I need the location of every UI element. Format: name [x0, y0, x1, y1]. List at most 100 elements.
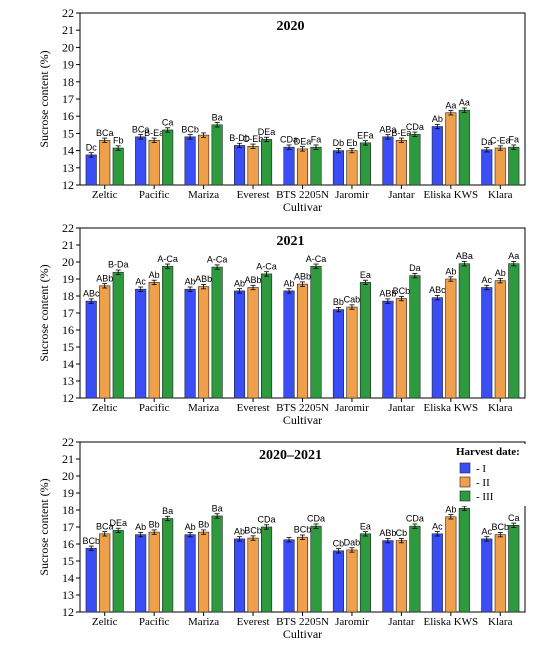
data-label: Aa: [445, 100, 456, 110]
bar-series-II: [99, 139, 111, 186]
data-label: Ab: [445, 504, 456, 514]
data-label: Cb: [396, 528, 408, 538]
legend-swatch: [459, 462, 471, 474]
bar-series-III: [409, 525, 421, 613]
bar-series-III: [211, 124, 223, 186]
data-label: BCb: [181, 124, 199, 134]
data-label: DEa: [258, 127, 276, 137]
data-label: CDa: [406, 122, 424, 132]
data-label: BCa: [96, 521, 114, 531]
data-label: ABb: [379, 528, 396, 538]
y-tick-label: 16: [62, 109, 74, 123]
data-label: Dc: [86, 142, 97, 152]
bar-series-III: [112, 271, 124, 399]
data-label: BCb: [393, 286, 411, 296]
data-label: BCa: [96, 128, 114, 138]
x-tick-label: Jantar: [388, 402, 415, 414]
y-tick-label: 20: [62, 40, 74, 54]
data-label: B-Ea: [144, 128, 164, 138]
data-label: Ab: [234, 278, 245, 288]
y-tick-label: 21: [62, 452, 74, 466]
data-label: Ba: [212, 503, 223, 513]
bar-series-II: [296, 148, 309, 186]
bar-series-II: [346, 150, 358, 186]
legend-title: Harvest date:: [456, 446, 520, 458]
bar-series-II: [99, 285, 111, 399]
data-label: B-Da: [108, 260, 129, 270]
bar-series-II: [346, 306, 358, 399]
data-label: B-Db: [229, 133, 250, 143]
bar-series-II: [395, 298, 407, 399]
bar-series-II: [148, 531, 160, 613]
chart-panel-3: 12 13 14 15 16 17 18 19 20 21 22 Sucrose content (%…: [37, 435, 526, 641]
y-tick-label: 12: [62, 391, 74, 405]
bar-series-I: [431, 533, 443, 613]
y-tick-label: 13: [62, 374, 74, 388]
y-tick-label: 14: [62, 571, 74, 585]
data-label: Ea: [360, 270, 371, 280]
x-tick-label: Jantar: [388, 189, 415, 201]
bar-series-III: [211, 266, 223, 399]
bar-series-III: [112, 147, 124, 186]
bar-series-II: [247, 287, 259, 399]
x-tick-label: Mariza: [188, 402, 219, 414]
bar-series-I: [431, 126, 443, 186]
bar-series-I: [332, 150, 344, 186]
data-label: DEa: [109, 518, 127, 528]
x-tick-label: Mariza: [188, 189, 219, 201]
bar-series-II: [247, 537, 259, 613]
data-label: ABc: [83, 289, 100, 299]
bar-series-III: [211, 515, 223, 613]
bar-series-I: [184, 288, 196, 399]
x-tick-label: Zeltic: [92, 189, 118, 201]
legend-label: - I: [476, 463, 486, 475]
bar-series-II: [494, 147, 506, 186]
data-label: Ab: [185, 522, 196, 532]
x-tick-label: Jaromir: [335, 402, 369, 414]
bar-series-I: [85, 300, 97, 399]
data-label: Ca: [508, 513, 520, 523]
y-tick-label: 12: [62, 178, 74, 192]
bar-series-III: [310, 525, 322, 613]
data-label: Bb: [149, 520, 160, 530]
data-label: Ab: [234, 526, 245, 536]
data-label: Ea: [360, 521, 371, 531]
x-tick-label: Pacific: [139, 402, 170, 414]
y-tick-label: 13: [62, 588, 74, 602]
bar-series-III: [359, 282, 371, 399]
x-tick-label: Eliska KWS: [423, 616, 478, 628]
y-axis-title: Sucrose content (%): [37, 264, 51, 361]
x-axis-title: Cultivar: [283, 413, 322, 427]
chart-title: 2020: [277, 19, 305, 34]
bar-series-II: [296, 283, 309, 399]
data-label: Ba: [212, 112, 223, 122]
y-tick-label: 14: [62, 357, 74, 371]
data-label: Da: [409, 263, 421, 273]
y-tick-label: 20: [62, 469, 74, 483]
data-label: ABa: [379, 124, 396, 134]
data-label: Db: [333, 138, 345, 148]
data-label: Ab: [135, 522, 146, 532]
data-label: ABb: [245, 275, 262, 285]
bar-series-III: [162, 129, 174, 186]
data-label: Ab: [149, 270, 160, 280]
y-tick-label: 19: [62, 58, 74, 72]
bar-series-III: [409, 133, 421, 186]
data-label: Ab: [432, 114, 443, 124]
y-tick-label: 19: [62, 486, 74, 500]
data-label: A-Ca: [157, 254, 178, 264]
data-label: Fa: [509, 135, 520, 145]
data-label: Aa: [459, 98, 470, 108]
y-tick-label: 17: [62, 306, 74, 320]
y-tick-label: 15: [62, 340, 74, 354]
bar-series-I: [382, 300, 394, 399]
bar-series-III: [112, 530, 124, 613]
data-label: BCb: [82, 536, 100, 546]
y-tick-label: 15: [62, 126, 74, 140]
x-tick-label: BTS 2205N: [276, 402, 329, 414]
data-label: Bb: [333, 297, 344, 307]
data-label: Ac: [482, 275, 493, 285]
bar-series-II: [395, 139, 407, 186]
bar-series-II: [494, 280, 506, 399]
data-label: Ab: [495, 268, 506, 278]
